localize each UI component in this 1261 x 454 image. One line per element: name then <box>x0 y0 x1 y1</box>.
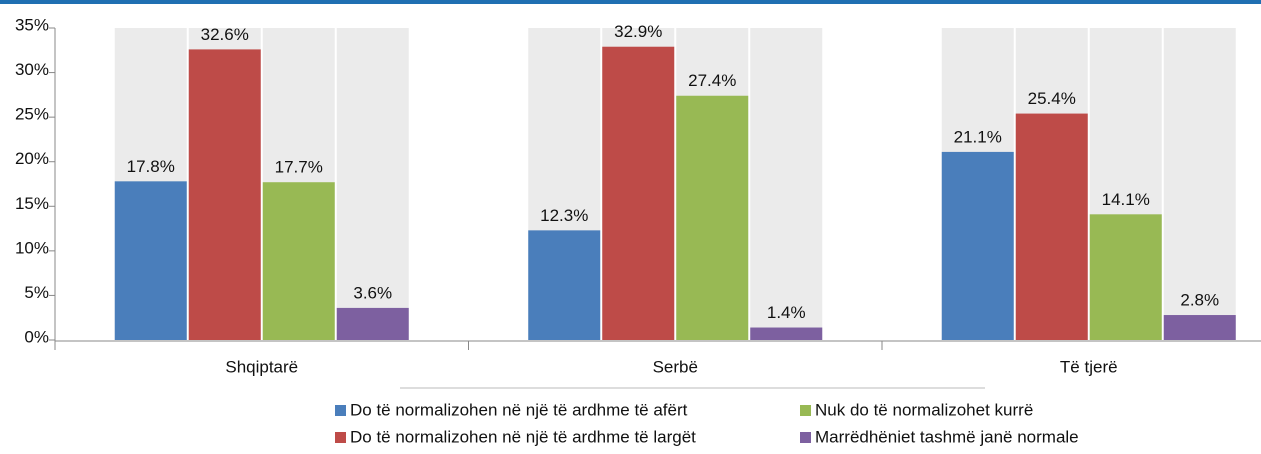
y-tick-label: 5% <box>24 283 49 302</box>
data-label: 27.4% <box>688 71 736 90</box>
legend-swatch <box>800 432 811 443</box>
bar-background <box>336 28 409 340</box>
bar-background <box>750 28 823 340</box>
data-label: 17.8% <box>127 157 175 176</box>
data-label: 32.9% <box>614 22 662 41</box>
bar <box>1015 113 1088 340</box>
bar <box>1163 315 1236 340</box>
y-tick-label: 0% <box>24 327 49 346</box>
data-label: 32.6% <box>201 25 249 44</box>
bar <box>114 181 187 340</box>
bar <box>676 95 749 341</box>
bar <box>528 230 601 340</box>
y-tick-label: 15% <box>15 194 49 213</box>
bar <box>336 307 409 340</box>
bar <box>1089 214 1162 340</box>
data-label: 25.4% <box>1028 89 1076 108</box>
data-label: 17.7% <box>275 158 323 177</box>
x-tick-label: Serbë <box>653 357 698 376</box>
bar <box>262 182 335 340</box>
data-label: 14.1% <box>1102 190 1150 209</box>
x-tick-label: Të tjerë <box>1060 357 1118 376</box>
legend-swatch <box>800 405 811 416</box>
y-tick-label: 25% <box>15 105 49 124</box>
data-label: 12.3% <box>540 206 588 225</box>
bar-background <box>1163 28 1236 340</box>
data-label: 1.4% <box>767 303 806 322</box>
bar <box>602 46 675 340</box>
legend-label: Marrëdhëniet tashmë janë normale <box>815 427 1079 446</box>
y-tick-label: 10% <box>15 238 49 257</box>
x-tick-label: Shqiptarë <box>225 357 298 376</box>
top-bar <box>0 0 1261 4</box>
bar <box>750 327 823 340</box>
data-label: 2.8% <box>1180 291 1219 310</box>
y-tick-label: 20% <box>15 149 49 168</box>
data-label: 21.1% <box>954 127 1002 146</box>
y-tick-label: 30% <box>15 60 49 79</box>
bar <box>941 151 1014 340</box>
bar <box>188 49 261 340</box>
legend-label: Do të normalizohen në një të ardhme të a… <box>350 400 688 419</box>
legend-swatch <box>335 432 346 443</box>
legend-swatch <box>335 405 346 416</box>
y-tick-label: 35% <box>15 15 49 34</box>
legend-label: Do të normalizohen në një të ardhme të l… <box>350 427 696 446</box>
data-label: 3.6% <box>353 283 392 302</box>
legend-label: Nuk do të normalizohet kurrë <box>815 400 1033 419</box>
